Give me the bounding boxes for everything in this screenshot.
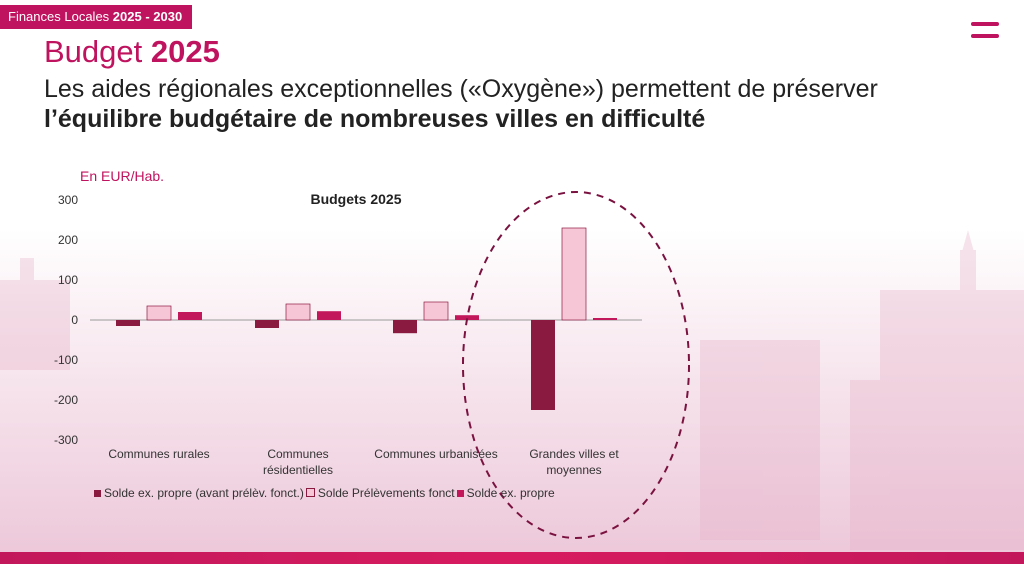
legend-label: Solde ex. propre <box>466 486 555 500</box>
y-tick-label: 200 <box>58 233 78 247</box>
title-year: 2025 <box>150 34 220 69</box>
legend-item: Solde ex. propre (avant prélèv. fonct.) <box>94 486 304 500</box>
y-tick-label: 0 <box>71 313 78 327</box>
y-tick-label: -200 <box>54 393 78 407</box>
menu-icon[interactable] <box>971 22 999 42</box>
legend-label: Solde ex. propre (avant prélèv. fonct.) <box>104 486 304 500</box>
category-label: Communes rurales <box>108 447 209 461</box>
bottom-bar <box>0 552 1024 564</box>
y-tick-label: 100 <box>58 273 78 287</box>
page-subtitle: Les aides régionales exceptionnelles («O… <box>44 74 944 134</box>
tag-years: 2025 - 2030 <box>112 9 183 24</box>
subtitle-plain: Les aides régionales exceptionnelles («O… <box>44 75 878 103</box>
highlight-ellipse <box>462 191 690 539</box>
y-tick-label: -300 <box>54 433 78 447</box>
page-title: Budget 2025 <box>44 34 220 70</box>
category-label: Communes <box>267 447 328 461</box>
bar <box>423 301 449 321</box>
legend-swatch <box>456 490 464 497</box>
bar <box>116 320 140 326</box>
bar <box>178 312 202 320</box>
y-tick-label: -100 <box>54 353 78 367</box>
category-label: moyennes <box>546 463 601 477</box>
bar <box>255 320 279 328</box>
bar <box>285 303 311 321</box>
tag-text: Finances Locales <box>8 9 110 24</box>
bar <box>593 318 617 320</box>
category-label: résidentielles <box>263 463 333 477</box>
y-tick-label: 300 <box>58 193 78 207</box>
chart-legend: Solde ex. propre (avant prélèv. fonct.) S… <box>94 486 557 500</box>
legend-item: Solde Prélèvements fonct <box>305 486 455 500</box>
legend-label: Solde Prélèvements fonct <box>317 486 455 500</box>
bar <box>561 227 587 321</box>
chart-title: Budgets 2025 <box>310 191 402 207</box>
title-prefix: Budget <box>44 34 143 69</box>
bar <box>455 315 479 320</box>
bar <box>531 320 555 410</box>
bar <box>317 311 341 320</box>
category-label: Communes urbanisées <box>374 447 497 461</box>
bar <box>146 305 172 321</box>
legend-swatch <box>94 490 101 497</box>
section-tag: Finances Locales 2025 - 2030 <box>0 5 193 29</box>
category-label: Grandes villes et <box>529 447 619 461</box>
subtitle-bold: l’équilibre budgétaire de nombreuses vil… <box>44 105 706 133</box>
legend-swatch <box>305 488 315 497</box>
unit-label: En EUR/Hab. <box>80 168 165 184</box>
legend-item: Solde ex. propre <box>456 486 555 500</box>
bar <box>393 320 417 334</box>
